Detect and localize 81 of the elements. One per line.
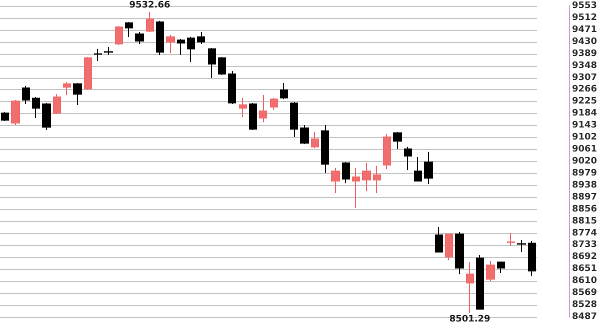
candlestick: [342, 162, 350, 184]
candlestick: [166, 34, 175, 54]
y-tick-label: 9389: [572, 48, 598, 59]
candlestick: [280, 82, 288, 100]
candlestick: [177, 38, 185, 56]
candlestick: [311, 132, 319, 149]
candlestick: [22, 85, 30, 105]
candlestick: [290, 101, 298, 138]
y-tick-label: 8774: [572, 228, 598, 238]
candlestick: [321, 124, 329, 174]
y-tick-label: 8692: [572, 252, 598, 262]
candlestick: [383, 134, 391, 170]
candlestick: [435, 226, 443, 252]
y-tick-label: 9266: [572, 84, 598, 95]
candlestick: [331, 167, 340, 194]
candlestick: [352, 167, 360, 208]
candlestick: [135, 31, 144, 44]
candlestick: [187, 36, 195, 63]
y-tick-label: 8815: [572, 216, 598, 226]
annotation: 9532.66: [129, 0, 170, 10]
y-tick-label: 9553: [572, 1, 598, 11]
candlestick: [94, 48, 102, 62]
y-tick-label: 9143: [572, 120, 598, 131]
y-tick-label: 9430: [572, 36, 598, 47]
y-tick-label: 8856: [572, 204, 598, 214]
candlestick: [507, 232, 515, 247]
candlestick: [146, 11, 154, 32]
y-tick-label: 9020: [572, 156, 598, 166]
y-tick-label: 8610: [572, 276, 598, 286]
candlestick: [497, 262, 505, 274]
candlestick: [414, 156, 422, 182]
y-tick-label: 9102: [572, 132, 598, 143]
candlestick: [1, 111, 9, 122]
y-tick-label: 8569: [572, 288, 598, 298]
y-tick-label: 8651: [572, 264, 598, 274]
candlestick: [517, 239, 526, 252]
candlestick: [300, 124, 309, 144]
candlestick: [42, 102, 51, 130]
candlestick: [32, 96, 40, 119]
candlestick: [259, 94, 267, 123]
candlestick: [424, 151, 433, 184]
candlestick: [404, 146, 412, 170]
candlestick: [208, 48, 216, 79]
candlestick: [455, 232, 464, 275]
candlestick: [528, 240, 536, 277]
candlestick: [73, 82, 82, 106]
candlestick: [104, 46, 113, 56]
y-tick-label: 8733: [572, 240, 598, 250]
y-tick-label: 8897: [572, 192, 598, 202]
candlestick: [239, 97, 247, 118]
y-tick-label: 9512: [572, 12, 598, 23]
y-tick-label: 9225: [572, 96, 598, 107]
candlestick: [445, 234, 453, 261]
candlestick: [228, 70, 236, 105]
candlestick: [11, 99, 20, 126]
y-tick-label: 8979: [572, 168, 598, 178]
candlestick: [115, 26, 123, 46]
y-tick-label: 9061: [572, 144, 598, 155]
y-tick-label: 9348: [572, 60, 598, 71]
candlestick: [156, 20, 164, 56]
y-tick-label: 9307: [572, 72, 598, 83]
candlestick: [476, 254, 484, 310]
y-tick-label: 8938: [572, 180, 598, 190]
y-tick-label: 9184: [572, 108, 598, 119]
candlestick: [53, 94, 61, 114]
candlestick: [63, 81, 71, 96]
candlestick: [125, 22, 133, 38]
candlestick: [393, 132, 402, 150]
candlestick: [362, 162, 371, 192]
candlestick: [270, 97, 278, 110]
candlestick: [218, 56, 226, 76]
candlestick: [84, 56, 92, 91]
candlestick: [373, 165, 381, 194]
candlestick: [466, 262, 474, 314]
candlestick: [249, 102, 257, 130]
candlestick: [486, 260, 495, 282]
annotation: 8501.29: [449, 314, 490, 324]
y-tick-label: 8487: [572, 312, 598, 322]
candlestick: [197, 31, 205, 44]
y-tick-label: 9471: [572, 24, 598, 35]
y-tick-label: 8528: [572, 300, 598, 310]
